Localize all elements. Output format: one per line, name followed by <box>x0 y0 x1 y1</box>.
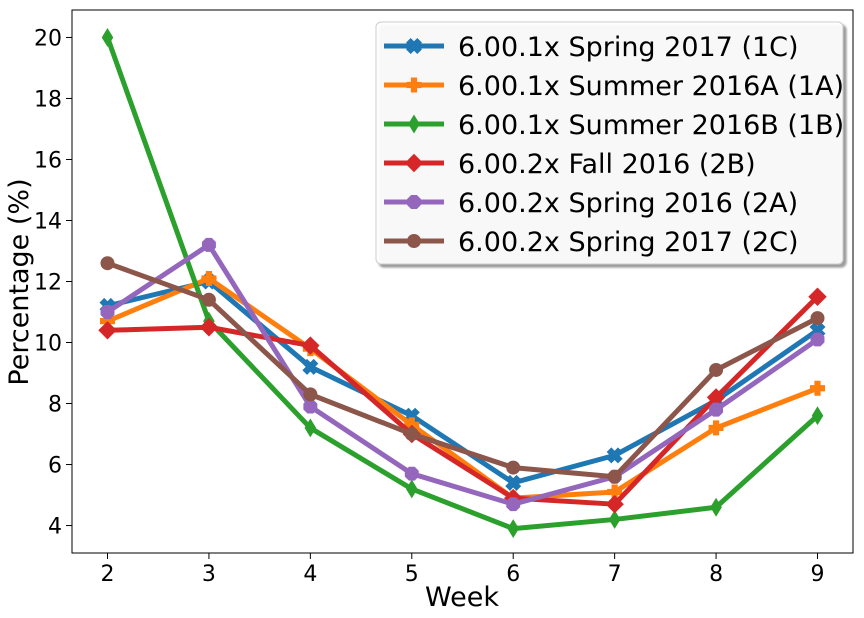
y-tick-label: 16 <box>34 148 62 173</box>
legend-label: 6.00.2x Fall 2016 (2B) <box>458 149 756 180</box>
legend-marker <box>406 77 422 93</box>
data-point-marker <box>605 494 624 514</box>
series-line <box>106 242 819 507</box>
x-tick-label: 7 <box>608 562 622 587</box>
x-tick-label: 8 <box>709 562 723 587</box>
data-point-marker <box>303 387 318 402</box>
data-point-marker <box>201 270 217 286</box>
legend-label: 6.00.1x Summer 2016B (1B) <box>458 110 844 141</box>
legend-marker <box>406 38 422 54</box>
legend-label: 6.00.1x Spring 2017 (1C) <box>458 32 799 63</box>
y-tick-label: 20 <box>34 26 62 51</box>
y-axis-ticks: 4 6 8 10 12 14 16 18 20 <box>34 26 72 540</box>
x-tick-label: 9 <box>811 562 825 587</box>
data-point-marker <box>201 237 216 252</box>
data-point-marker <box>808 287 827 306</box>
data-point-marker <box>506 460 521 475</box>
data-point-marker <box>302 358 319 375</box>
data-point-marker <box>98 321 117 340</box>
data-point-marker <box>199 318 219 337</box>
legend-label: 6.00.2x Spring 2017 (2C) <box>458 227 799 258</box>
legend-entry: 6.00.1x Spring 2017 (1C) <box>384 32 799 63</box>
legend-entry: 6.00.2x Fall 2016 (2B) <box>384 149 756 180</box>
legend-marker <box>408 114 420 134</box>
data-point-marker <box>709 402 724 417</box>
x-tick-label: 4 <box>303 562 317 587</box>
x-tick-label: 6 <box>506 562 520 587</box>
x-axis-title: Week <box>425 582 499 613</box>
x-tick-label: 5 <box>405 562 419 587</box>
legend: 6.00.1x Spring 2017 (1C) 6.00.1x Summer 2… <box>375 21 844 265</box>
data-point-marker <box>101 27 114 47</box>
series-6 <box>100 256 825 484</box>
data-point-marker <box>201 292 216 307</box>
legend-entry: 6.00.1x Summer 2016B (1B) <box>384 110 844 141</box>
legend-entry: 6.00.2x Spring 2016 (2A) <box>384 188 798 219</box>
series-line <box>106 260 819 480</box>
data-point-marker <box>810 332 825 347</box>
data-point-marker <box>810 380 825 396</box>
legend-entry: 6.00.2x Spring 2017 (2C) <box>384 227 799 258</box>
legend-label: 6.00.1x Summer 2016A (1A) <box>458 71 844 102</box>
data-point-marker <box>100 256 115 271</box>
x-tick-label: 2 <box>101 562 115 587</box>
legend-marker <box>404 153 424 173</box>
series-3 <box>101 27 824 539</box>
data-point-marker <box>506 497 521 512</box>
data-point-marker <box>811 406 824 426</box>
y-tick-label: 6 <box>48 454 62 479</box>
y-axis-title: Percentage (%) <box>4 178 35 385</box>
x-axis-ticks: 2 3 4 5 6 7 8 9 <box>101 553 825 587</box>
data-point-marker <box>607 469 622 484</box>
data-point-marker <box>710 497 722 517</box>
legend-box <box>375 21 844 265</box>
data-point-marker <box>505 474 522 491</box>
data-point-marker <box>304 418 317 438</box>
data-point-marker <box>100 305 115 319</box>
data-point-marker <box>404 466 419 481</box>
data-point-marker <box>608 509 621 529</box>
data-point-marker <box>810 311 825 326</box>
y-tick-label: 12 <box>34 271 62 296</box>
data-point-marker <box>708 420 724 436</box>
legend-entry: 6.00.1x Summer 2016A (1A) <box>384 71 844 102</box>
data-point-marker <box>606 447 623 464</box>
y-tick-label: 4 <box>48 515 62 540</box>
y-tick-label: 18 <box>34 87 62 112</box>
series-line <box>107 294 820 507</box>
series-layer <box>98 27 827 539</box>
legend-marker <box>407 234 421 248</box>
data-point-marker <box>303 399 318 414</box>
series-line <box>106 275 819 501</box>
data-point-marker <box>404 427 419 442</box>
y-tick-label: 8 <box>48 393 62 418</box>
legend-label: 6.00.2x Spring 2016 (2A) <box>458 188 798 219</box>
legend-marker <box>407 195 421 209</box>
series-4 <box>98 287 827 514</box>
data-point-marker <box>709 362 724 377</box>
x-tick-label: 3 <box>202 562 216 587</box>
series-line <box>105 36 820 532</box>
y-tick-label: 10 <box>34 332 62 357</box>
data-point-marker <box>507 519 520 539</box>
data-point-marker <box>405 479 418 499</box>
y-tick-label: 14 <box>34 209 62 234</box>
data-point-marker <box>301 336 320 355</box>
